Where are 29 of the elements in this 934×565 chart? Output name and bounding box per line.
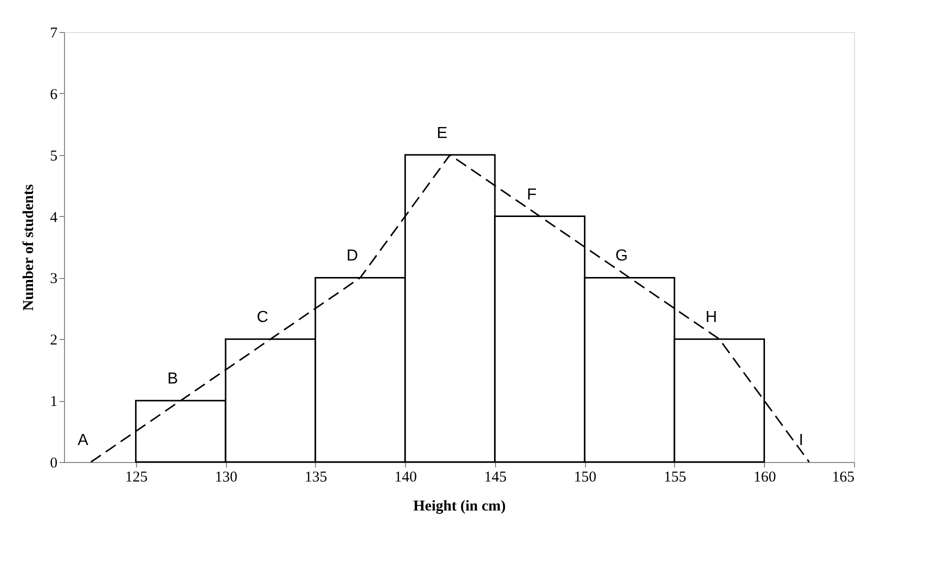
annotation: E: [436, 124, 448, 142]
line-series: [90, 154, 810, 463]
y-tick-label: 6: [50, 86, 58, 103]
y-axis-title: Number of students: [21, 184, 37, 311]
annotation: I: [798, 432, 804, 449]
x-tick-label: 165: [832, 470, 854, 486]
x-tick-label: 155: [664, 470, 686, 486]
x-tick-label: 160: [753, 470, 776, 486]
x-tick-label: 145: [484, 470, 507, 486]
annotation: H: [706, 309, 718, 326]
y-tick-label: 0: [50, 456, 58, 472]
x-axis-title: Height (in cm): [413, 498, 506, 514]
x-tick-label: 130: [214, 470, 238, 486]
y-tick-label: 3: [50, 271, 58, 288]
y-tick-label: 7: [50, 26, 58, 42]
x-tick-label: 125: [125, 470, 148, 486]
x-tick-label: 135: [304, 470, 328, 486]
annotation: B: [167, 370, 178, 388]
x-tick-label: 140: [394, 470, 417, 486]
y-tick-label: 2: [50, 332, 58, 349]
x-tick-label: 150: [574, 470, 596, 486]
annotation: G: [615, 248, 628, 265]
annotation: D: [346, 248, 358, 265]
y-tick-label: 1: [50, 394, 58, 410]
y-tick-label: 5: [50, 148, 58, 164]
annotation: A: [78, 432, 89, 449]
annotation: F: [526, 186, 537, 204]
y-tick-label: 4: [50, 210, 58, 226]
annotation: C: [256, 309, 268, 326]
